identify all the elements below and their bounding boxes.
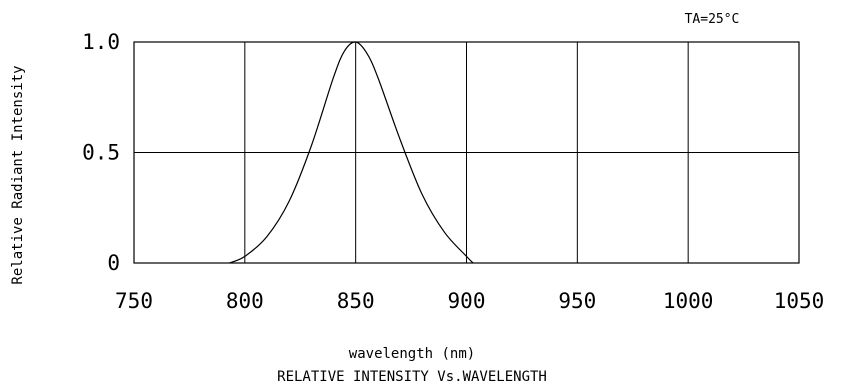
x-tick-label: 750 bbox=[115, 289, 153, 313]
y-axis-label: Relative Radiant Intensity bbox=[10, 65, 26, 284]
y-tick-label: 0 bbox=[107, 251, 120, 275]
x-tick-label: 1050 bbox=[774, 289, 825, 313]
y-tick-labels: 0 0.5 1.0 bbox=[82, 30, 120, 275]
x-tick-labels: 750 800 850 900 950 1000 1050 bbox=[115, 289, 824, 313]
grid-lines bbox=[133, 41, 800, 264]
x-tick-label: 850 bbox=[337, 289, 375, 313]
temperature-condition: TA=25°C bbox=[685, 12, 740, 27]
x-tick-label: 1000 bbox=[663, 289, 714, 313]
x-tick-label: 950 bbox=[558, 289, 596, 313]
plot-frame bbox=[133, 41, 800, 264]
y-tick-label: 0.5 bbox=[82, 141, 120, 165]
x-axis-label: wavelength (nm) bbox=[349, 346, 475, 362]
x-tick-label: 900 bbox=[448, 289, 486, 313]
y-tick-label: 1.0 bbox=[82, 30, 120, 54]
chart-title: RELATIVE INTENSITY Vs.WAVELENGTH bbox=[277, 369, 547, 385]
series-line bbox=[229, 41, 474, 264]
x-tick-label: 800 bbox=[226, 289, 264, 313]
